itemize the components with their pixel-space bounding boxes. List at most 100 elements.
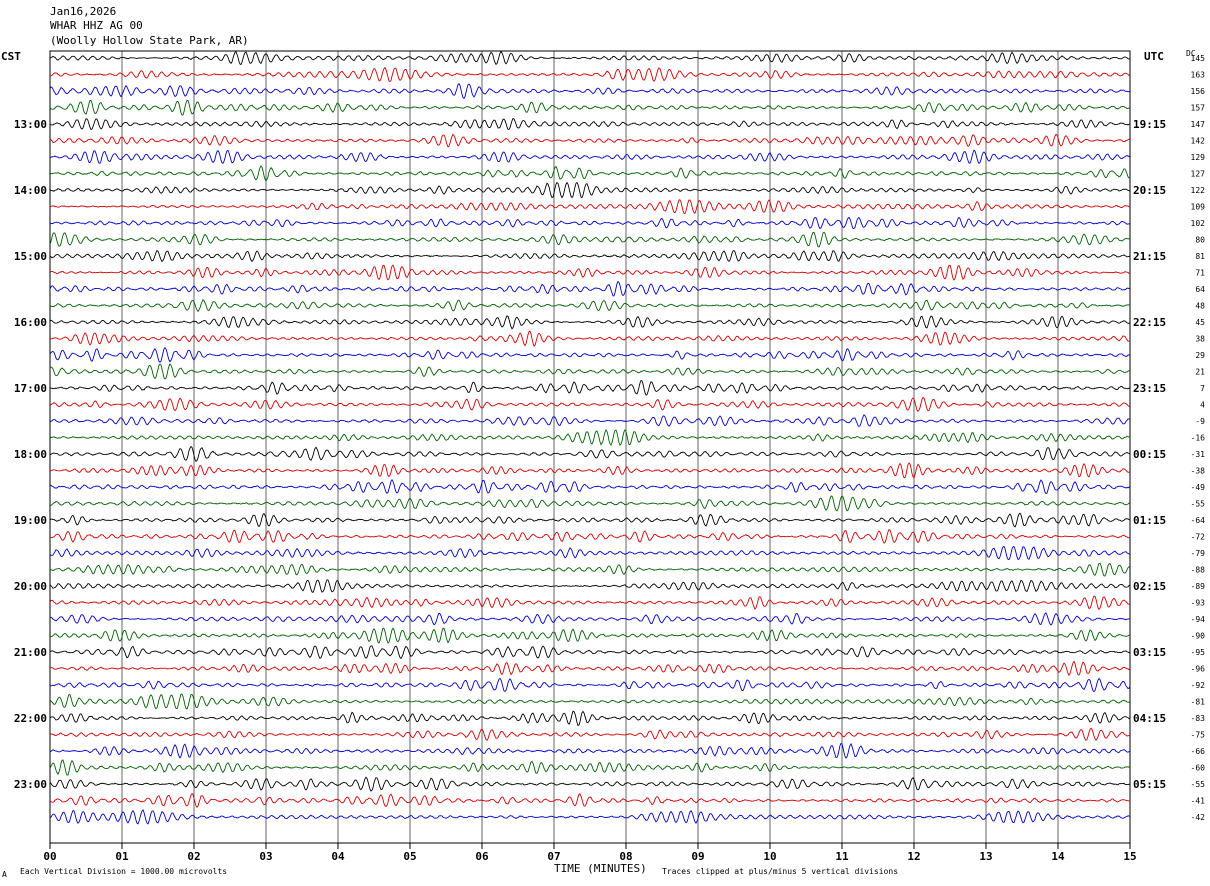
dc-offset-label: 21 (1195, 368, 1205, 377)
trace-row-28 (49, 495, 1131, 512)
trace-row-41 (49, 710, 1131, 727)
x-axis-title: TIME (MINUTES) (554, 862, 647, 875)
trace-row-44 (49, 759, 1131, 776)
scale-note: Each Vertical Division = 1000.00 microvo… (20, 867, 228, 876)
x-tick-label-05: 05 (403, 850, 416, 863)
hour-label-left: 14:00 (14, 184, 47, 197)
plot-frame (49, 50, 1131, 844)
dc-offset-label: -94 (1191, 615, 1206, 624)
dc-offset-label: -9 (1195, 417, 1205, 426)
hour-label-left: 20:00 (14, 580, 47, 593)
x-tick-label-02: 02 (187, 850, 200, 863)
hour-label-left: 22:00 (14, 712, 47, 725)
dc-offset-label: 109 (1191, 203, 1206, 212)
dc-offset-label: 48 (1195, 302, 1205, 311)
hour-label-right: 19:15 (1133, 118, 1166, 131)
trace-row-37 (49, 645, 1131, 660)
x-tick-label-06: 06 (475, 850, 489, 863)
hour-label-right: 04:15 (1133, 712, 1166, 725)
dc-offset-label: 81 (1195, 252, 1205, 261)
trace-row-47 (49, 809, 1131, 825)
dc-offset-label: -38 (1191, 467, 1206, 476)
dc-offset-label: 71 (1195, 269, 1205, 278)
trace-row-21 (49, 379, 1131, 396)
trace-row-39 (49, 677, 1131, 693)
trace-row-3 (49, 82, 1131, 99)
header-station: WHAR HHZ AG 00 (50, 19, 143, 32)
trace-row-4 (49, 99, 1131, 116)
dc-offset-label: -79 (1191, 549, 1206, 558)
dc-offset-label: -55 (1191, 500, 1206, 509)
dc-offset-label: 156 (1191, 87, 1206, 96)
dc-offset-label: -75 (1191, 731, 1206, 740)
dc-offset-label: -90 (1191, 632, 1206, 641)
x-tick-label-10: 10 (763, 850, 776, 863)
hour-label-left: 16:00 (14, 316, 47, 329)
x-tick-label-09: 09 (691, 850, 704, 863)
x-tick-label-15: 15 (1123, 850, 1136, 863)
dc-offset-label: -41 (1191, 797, 1206, 806)
dc-offset-label: -72 (1191, 533, 1206, 542)
trace-row-7 (49, 149, 1131, 165)
trace-row-13 (49, 249, 1131, 263)
hour-label-left: 18:00 (14, 448, 47, 461)
x-tick-label-11: 11 (835, 850, 849, 863)
trace-row-45 (49, 776, 1131, 792)
trace-row-26 (49, 462, 1131, 479)
hour-label-right: 05:15 (1133, 778, 1166, 791)
dc-offset-label: 163 (1191, 71, 1206, 80)
trace-row-43 (49, 742, 1131, 759)
hour-label-left: 23:00 (14, 778, 47, 791)
hour-label-right: 22:15 (1133, 316, 1166, 329)
trace-row-9 (49, 181, 1131, 199)
trace-row-10 (49, 199, 1131, 215)
trace-row-35 (49, 612, 1131, 626)
trace-row-14 (49, 264, 1131, 281)
dc-offset-label: 7 (1200, 384, 1205, 393)
hour-label-right: 21:15 (1133, 250, 1166, 263)
clip-note: Traces clipped at plus/minus 5 vertical … (662, 867, 899, 876)
x-tick-label-00: 00 (43, 850, 56, 863)
trace-row-17 (49, 315, 1131, 330)
dc-offset-label: 145 (1191, 54, 1206, 63)
hour-label-right: 01:15 (1133, 514, 1166, 527)
trace-row-30 (49, 529, 1131, 544)
hour-label-right: 00:15 (1133, 448, 1166, 461)
trace-row-32 (49, 562, 1131, 577)
dc-offset-label: -95 (1191, 648, 1206, 657)
dc-offset-label: 4 (1200, 401, 1205, 410)
trace-row-2 (49, 66, 1131, 83)
trace-row-40 (49, 693, 1131, 710)
header-location: (Woolly Hollow State Park, AR) (50, 34, 249, 47)
trace-row-11 (49, 216, 1131, 230)
dc-offset-label: 147 (1191, 120, 1206, 129)
trace-row-20 (49, 363, 1131, 380)
x-tick-label-01: 01 (115, 850, 129, 863)
trace-row-27 (49, 479, 1131, 495)
dc-offset-label: -55 (1191, 780, 1206, 789)
dc-offset-label: -93 (1191, 599, 1206, 608)
hour-label-left: 15:00 (14, 250, 47, 263)
hour-label-left: 19:00 (14, 514, 47, 527)
header-date: Jan16,2026 (50, 5, 117, 18)
hour-label-right: 03:15 (1133, 646, 1166, 659)
x-tick-label-07: 07 (547, 850, 560, 863)
dc-offset-label: -81 (1191, 698, 1206, 707)
dc-offset-label: -49 (1191, 483, 1206, 492)
dc-offset-label: -96 (1191, 665, 1206, 674)
dc-offset-label: -42 (1191, 813, 1206, 822)
trace-row-29 (49, 512, 1131, 528)
dc-offset-label: 142 (1191, 137, 1206, 146)
trace-row-46 (49, 792, 1131, 808)
dc-offset-label: -64 (1191, 516, 1206, 525)
hour-label-left: 13:00 (14, 118, 47, 131)
dc-offset-label: 38 (1195, 335, 1205, 344)
dc-offset-label: -83 (1191, 714, 1206, 723)
trace-row-23 (49, 414, 1131, 427)
trace-row-42 (49, 727, 1131, 742)
dc-offset-label: 157 (1191, 104, 1206, 113)
dc-offset-label: 45 (1195, 318, 1205, 327)
dc-offset-label: -92 (1191, 681, 1206, 690)
trace-row-1 (49, 50, 1131, 66)
